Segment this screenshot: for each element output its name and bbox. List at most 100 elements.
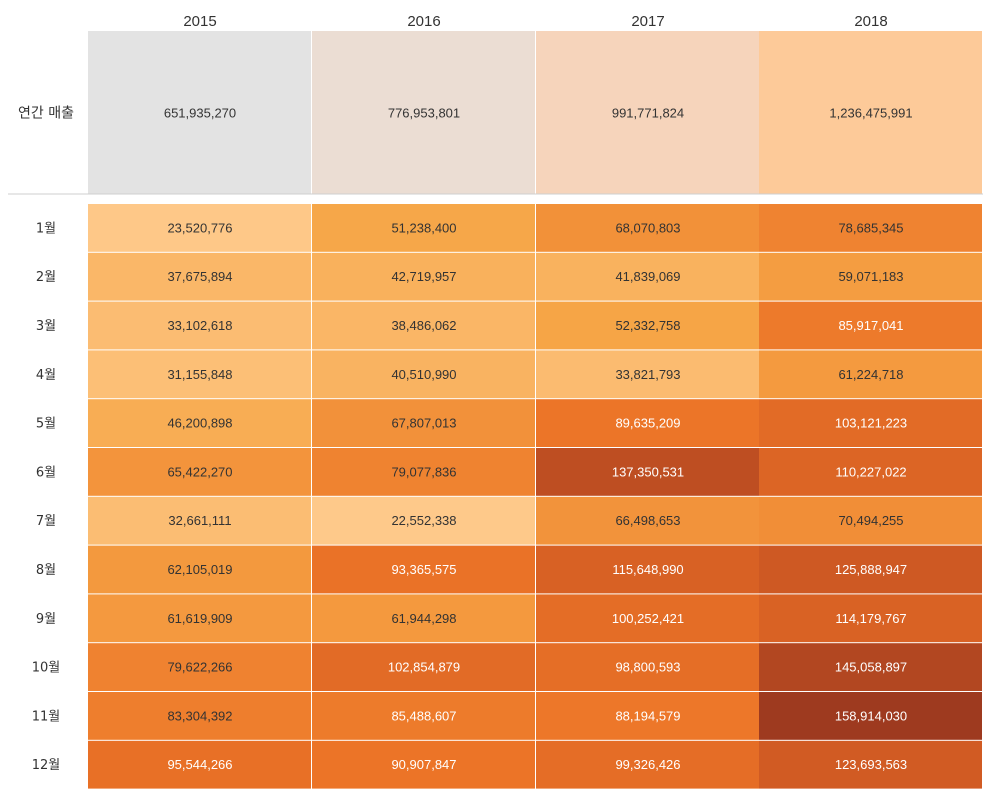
heatmap-cell-9-2016 (312, 594, 535, 643)
heatmap-cell-11-2018 (759, 692, 982, 740)
annual-value-2017: 991,771,824 (612, 106, 684, 121)
heatmap-value-3-2018: 85,917,041 (838, 318, 903, 333)
annual-value-2016: 776,953,801 (388, 106, 460, 121)
heatmap-value-8-2016: 93,365,575 (391, 562, 456, 577)
heatmap-cell-9-2017 (536, 594, 759, 643)
heatmap-cell-5-2018 (759, 399, 982, 447)
month-label-6: 6월 (36, 465, 56, 480)
annual-sales-row: 연간 매출 651,935,270 776,953,801 991,771,824 1,… (18, 31, 982, 194)
heatmap-value-3-2015: 33,102,618 (167, 318, 232, 333)
heatmap-value-11-2017: 88,194,579 (615, 708, 680, 723)
heatmap-value-3-2016: 38,486,062 (391, 318, 456, 333)
heatmap-value-2-2018: 59,071,183 (838, 269, 903, 284)
heatmap-cell-2-2016 (312, 252, 535, 301)
year-header-2018: 2018 (854, 13, 887, 30)
heatmap-value-2-2016: 42,719,957 (391, 269, 456, 284)
year-header-2015: 2015 (183, 13, 216, 30)
heatmap-cell-1-2018 (759, 204, 982, 252)
heatmap-value-3-2017: 52,332,758 (615, 318, 680, 333)
heatmap-cell-11-2017 (536, 692, 759, 740)
heatmap-cell-10-2016 (312, 643, 535, 691)
month-label-9: 9월 (36, 612, 56, 627)
annual-cell-2017 (536, 31, 759, 194)
heatmap-value-11-2015: 83,304,392 (167, 708, 232, 723)
heatmap-value-1-2016: 51,238,400 (391, 220, 456, 235)
heatmap-cell-4-2016 (312, 350, 535, 399)
heatmap-cell-9-2018 (759, 594, 982, 643)
heatmap-cell-3-2018 (759, 301, 982, 350)
heatmap-value-6-2015: 65,422,270 (167, 464, 232, 479)
month-label-8: 8월 (36, 563, 56, 578)
heatmap-value-12-2017: 99,326,426 (615, 757, 680, 772)
month-label-1: 1월 (36, 221, 56, 236)
heatmap-value-1-2017: 68,070,803 (615, 220, 680, 235)
annual-cell-2016 (312, 31, 535, 194)
heatmap-cell-6-2018 (759, 448, 982, 496)
heatmap-value-1-2015: 23,520,776 (167, 220, 232, 235)
heatmap-cell-5-2015 (88, 399, 311, 447)
heatmap-value-7-2018: 70,494,255 (838, 513, 903, 528)
heatmap-value-6-2017: 137,350,531 (612, 464, 684, 479)
heatmap-value-6-2016: 79,077,836 (391, 464, 456, 479)
annual-cell-2015 (88, 31, 311, 194)
heatmap-cell-1-2016 (312, 204, 535, 252)
month-label-2: 2월 (36, 270, 56, 285)
heatmap-value-12-2018: 123,693,563 (835, 757, 907, 772)
heatmap-cell-12-2015 (88, 740, 311, 789)
heatmap-cell-6-2016 (312, 448, 535, 496)
heatmap-cell-2-2017 (536, 252, 759, 301)
heatmap-value-7-2016: 22,552,338 (391, 513, 456, 528)
heatmap-cell-10-2015 (88, 643, 311, 691)
heatmap-value-8-2018: 125,888,947 (835, 562, 907, 577)
heatmap-cell-1-2015 (88, 204, 311, 252)
heatmap-cell-4-2015 (88, 350, 311, 399)
year-header-row: 2015 2016 2017 2018 (183, 13, 887, 30)
heatmap-value-2-2017: 41,839,069 (615, 269, 680, 284)
heatmap-value-4-2017: 33,821,793 (615, 367, 680, 382)
year-header-2017: 2017 (631, 13, 664, 30)
heatmap-cell-10-2018 (759, 643, 982, 691)
monthly-sales-grid: 1월 23,520,776 51,238,400 68,070,803 78,685,3… (32, 204, 982, 789)
heatmap-value-5-2015: 46,200,898 (167, 416, 232, 431)
annual-cell-2018 (759, 31, 982, 194)
heatmap-cell-9-2015 (88, 594, 311, 643)
heatmap-cell-12-2017 (536, 740, 759, 789)
heatmap-cell-3-2015 (88, 301, 311, 350)
heatmap-value-8-2017: 115,648,990 (612, 562, 683, 577)
heatmap-cell-4-2017 (536, 350, 759, 399)
heatmap-value-11-2016: 85,488,607 (391, 708, 456, 723)
heatmap-value-10-2018: 145,058,897 (835, 660, 907, 675)
heatmap-value-10-2017: 98,800,593 (615, 660, 680, 675)
heatmap-value-9-2015: 61,619,909 (167, 611, 232, 626)
heatmap-value-4-2016: 40,510,990 (391, 367, 456, 382)
heatmap-cell-12-2018 (759, 740, 982, 789)
heatmap-cell-11-2015 (88, 692, 311, 740)
heatmap-cell-3-2017 (536, 301, 759, 350)
heatmap-cell-7-2017 (536, 496, 759, 545)
heatmap-cell-6-2017 (536, 448, 759, 496)
heatmap-cell-5-2017 (536, 399, 759, 447)
heatmap-cell-8-2017 (536, 545, 759, 594)
heatmap-cell-3-2016 (312, 301, 535, 350)
heatmap-value-9-2016: 61,944,298 (391, 611, 456, 626)
heatmap-cell-2-2018 (759, 252, 982, 301)
heatmap-value-12-2015: 95,544,266 (167, 757, 232, 772)
heatmap-value-7-2015: 32,661,111 (168, 513, 231, 528)
heatmap-cell-11-2016 (312, 692, 535, 740)
heatmap-cell-8-2015 (88, 545, 311, 594)
heatmap-cell-7-2015 (88, 496, 311, 545)
heatmap-value-10-2015: 79,622,266 (167, 660, 232, 675)
heatmap-value-12-2016: 90,907,847 (391, 757, 456, 772)
heatmap-cell-7-2016 (312, 496, 535, 545)
heatmap-value-10-2016: 102,854,879 (388, 660, 460, 675)
heatmap-value-7-2017: 66,498,653 (615, 513, 680, 528)
month-label-5: 5월 (36, 417, 56, 432)
heatmap-value-2-2015: 37,675,894 (167, 269, 232, 284)
heatmap-cell-6-2015 (88, 448, 311, 496)
heatmap-value-11-2018: 158,914,030 (835, 708, 907, 723)
year-header-2016: 2016 (407, 13, 440, 30)
heatmap-value-4-2018: 61,224,718 (838, 367, 903, 382)
month-label-7: 7월 (36, 514, 56, 529)
month-label-11: 11월 (32, 709, 61, 724)
